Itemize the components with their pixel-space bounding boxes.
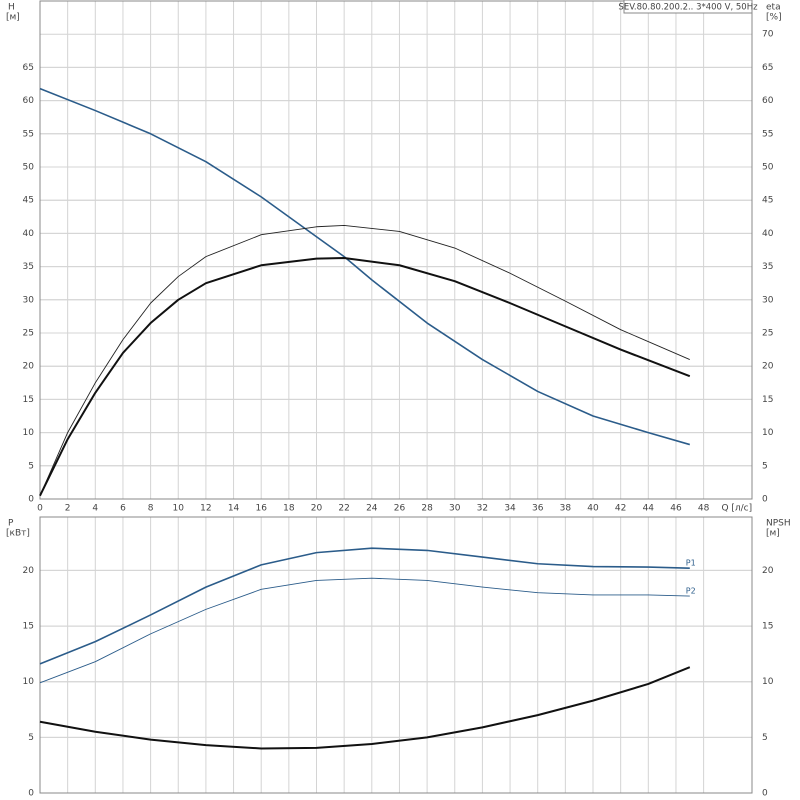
- y2-tick-label: 40: [762, 229, 774, 239]
- x-tick-label: 46: [670, 504, 682, 514]
- x-axis-label: Q [л/с]: [721, 504, 752, 514]
- y2-tick-label: 60: [762, 96, 774, 106]
- y-tick-label: 25: [23, 329, 34, 339]
- y2-tick-label: 5: [762, 733, 768, 743]
- y-tick-label: 20: [23, 362, 35, 372]
- x-tick-label: 44: [643, 504, 655, 514]
- series-label: P1: [686, 559, 696, 568]
- curve: [39, 577, 690, 684]
- x-tick-label: 8: [148, 504, 154, 514]
- y2-tick-label: 20: [762, 362, 774, 372]
- y-tick-label: 10: [23, 428, 35, 438]
- curve: [39, 547, 690, 665]
- y2-tick-label: 0: [762, 495, 768, 505]
- y2-tick-label: 35: [762, 262, 773, 272]
- x-tick-label: 12: [200, 504, 211, 514]
- x-tick-label: 32: [477, 504, 488, 514]
- curve: [39, 666, 691, 750]
- y2-tick-label: 10: [762, 428, 774, 438]
- title-box: [623, 0, 753, 14]
- y-tick-label: 15: [23, 395, 34, 405]
- y-tick-label: 30: [23, 295, 35, 305]
- y2-tick-label: 10: [762, 677, 774, 687]
- chart-title: SEV.80.80.200.2.. 3*400 V, 50Hz: [618, 3, 758, 13]
- x-tick-label: 6: [120, 504, 126, 514]
- y-axis-label: P: [8, 519, 14, 529]
- x-tick-label: 42: [615, 504, 626, 514]
- y2-tick-label: 65: [762, 63, 773, 73]
- y-tick-label: 5: [28, 733, 34, 743]
- x-tick-label: 36: [532, 504, 544, 514]
- x-tick-label: 28: [421, 504, 433, 514]
- x-tick-label: 24: [366, 504, 378, 514]
- x-tick-label: 14: [228, 504, 240, 514]
- y2-tick-label: 0: [762, 789, 768, 799]
- y-tick-label: 10: [23, 677, 35, 687]
- y-tick-label: 50: [23, 163, 35, 173]
- y-tick-label: 20: [23, 566, 35, 576]
- x-tick-label: 16: [255, 504, 267, 514]
- y-tick-label: 55: [23, 129, 34, 139]
- x-tick-label: 48: [698, 504, 710, 514]
- y2-axis-unit: [м]: [766, 529, 780, 539]
- y2-tick-label: 55: [762, 129, 773, 139]
- series-label: P2: [686, 587, 696, 596]
- curve: [39, 87, 691, 446]
- x-tick-label: 20: [311, 504, 323, 514]
- x-tick-label: 10: [173, 504, 185, 514]
- x-tick-label: 0: [37, 504, 43, 514]
- y2-tick-label: 20: [762, 566, 774, 576]
- y-axis-unit: [м]: [6, 13, 20, 23]
- x-tick-label: 40: [587, 504, 599, 514]
- y2-tick-label: 70: [762, 30, 774, 40]
- y-tick-label: 15: [23, 622, 34, 632]
- plot-area: [40, 517, 752, 793]
- y-axis-unit: [кВт]: [6, 529, 30, 539]
- y2-tick-label: 30: [762, 295, 774, 305]
- curve: [39, 256, 691, 497]
- x-tick-label: 2: [65, 504, 71, 514]
- y2-axis-unit: [%]: [766, 13, 782, 23]
- x-tick-label: 26: [394, 504, 406, 514]
- x-tick-label: 4: [92, 504, 98, 514]
- y-tick-label: 35: [23, 262, 34, 272]
- y2-tick-label: 15: [762, 622, 773, 632]
- y-tick-label: 45: [23, 196, 34, 206]
- y-tick-label: 0: [28, 789, 34, 799]
- y2-tick-label: 5: [762, 461, 768, 471]
- y2-axis-label: NPSH: [766, 519, 791, 529]
- x-tick-label: 30: [449, 504, 461, 514]
- y-axis-label: H: [8, 3, 15, 13]
- y-tick-label: 60: [23, 96, 35, 106]
- y-tick-label: 0: [28, 495, 34, 505]
- y2-axis-label: eta: [766, 3, 781, 13]
- plot-frame: [39, 516, 753, 794]
- y-tick-label: 40: [23, 229, 35, 239]
- x-tick-label: 34: [504, 504, 516, 514]
- y2-tick-label: 15: [762, 395, 773, 405]
- plot-area: [40, 1, 752, 499]
- y-tick-label: 65: [23, 63, 34, 73]
- y-tick-label: 5: [28, 461, 34, 471]
- x-tick-label: 22: [338, 504, 349, 514]
- y2-tick-label: 50: [762, 163, 774, 173]
- curve: [39, 224, 690, 496]
- y2-tick-label: 25: [762, 329, 773, 339]
- x-tick-label: 38: [560, 504, 572, 514]
- x-tick-label: 18: [283, 504, 295, 514]
- y2-tick-label: 45: [762, 196, 773, 206]
- plot-frame: [39, 0, 753, 500]
